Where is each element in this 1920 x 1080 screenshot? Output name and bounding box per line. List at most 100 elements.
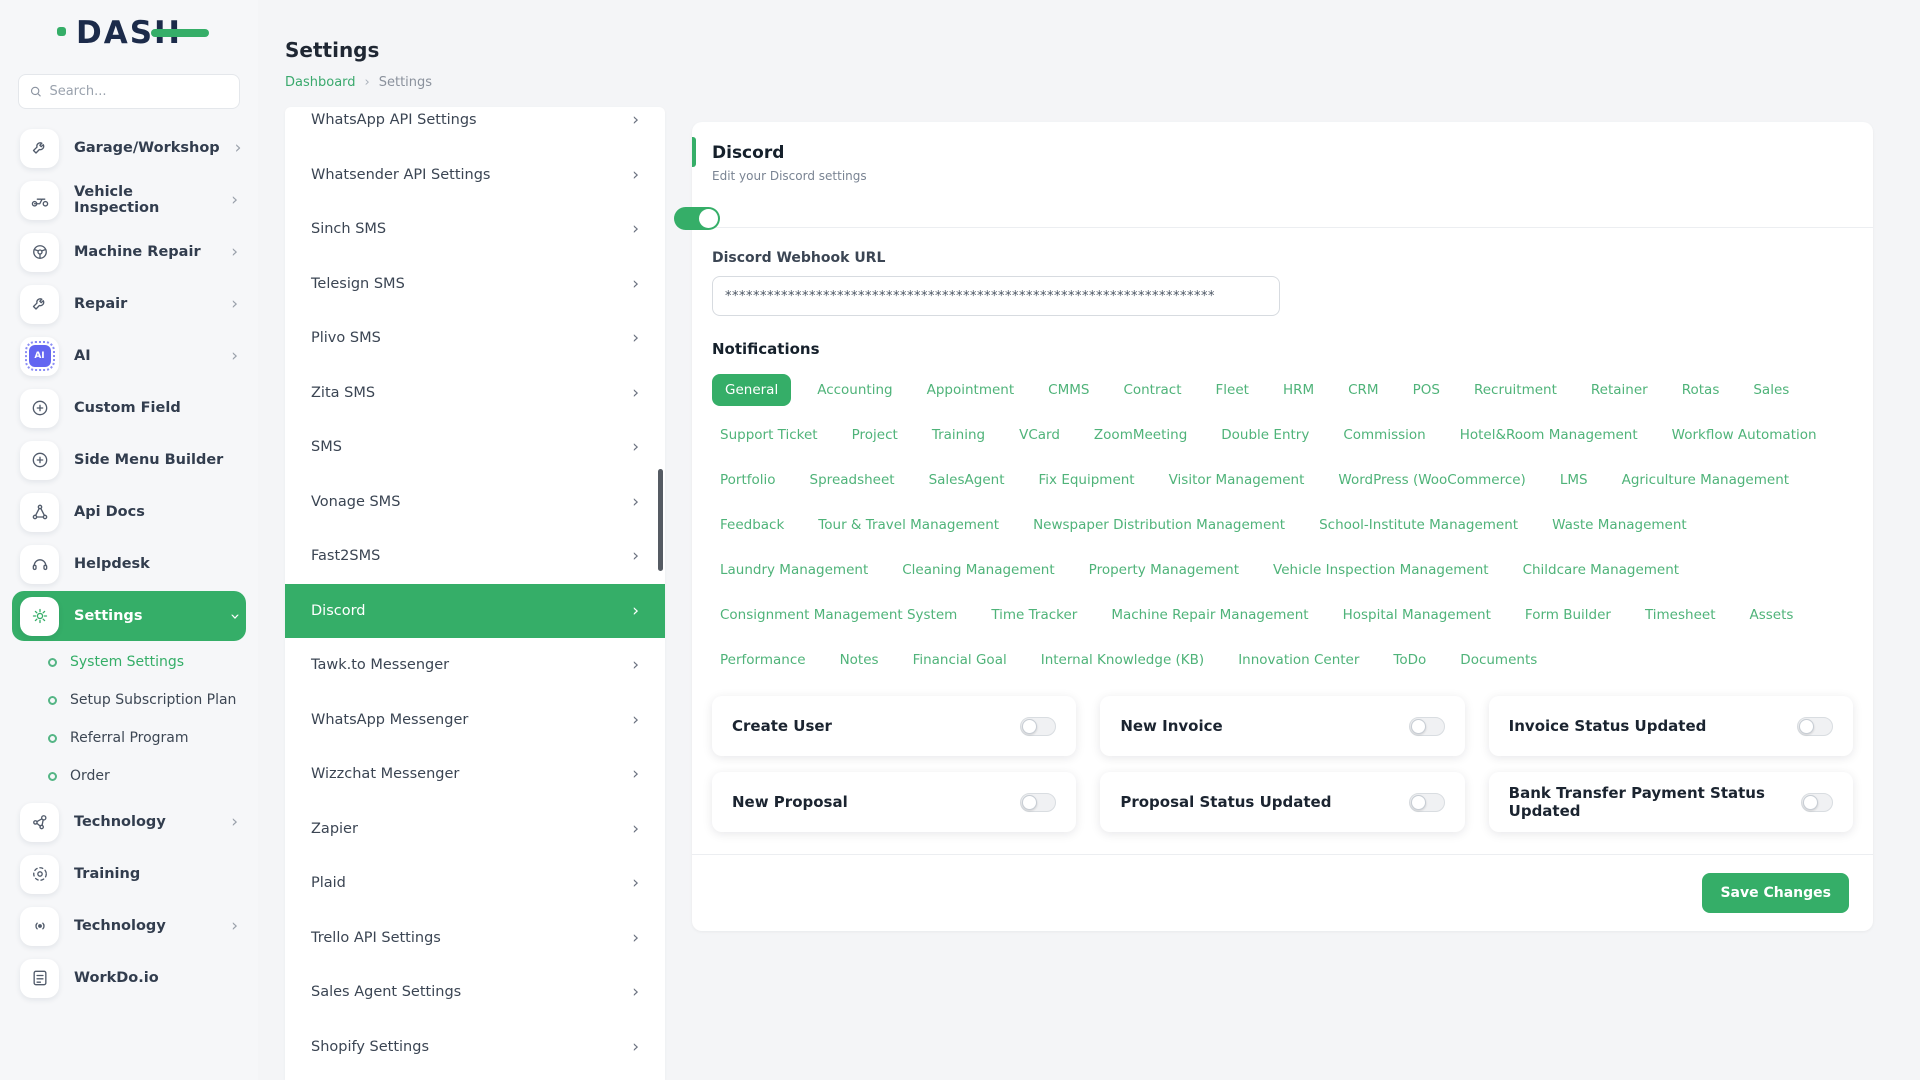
module-tab-internal-knowledge-kb-[interactable]: Internal Knowledge (KB) <box>1040 652 1205 668</box>
module-tab-consignment-management-system[interactable]: Consignment Management System <box>720 607 958 623</box>
notification-toggle[interactable] <box>1020 792 1057 812</box>
module-tab-vcard[interactable]: VCard <box>1019 427 1060 443</box>
notification-toggle[interactable] <box>1797 716 1833 736</box>
module-tab-fleet[interactable]: Fleet <box>1215 382 1249 398</box>
module-tab-salesagent[interactable]: SalesAgent <box>928 472 1005 488</box>
module-tab-appointment[interactable]: Appointment <box>926 382 1015 398</box>
sidebar-item-technology[interactable]: Technology › <box>12 901 246 951</box>
settings-nav-item-shopify-settings[interactable]: Shopify Settings › <box>285 1020 665 1075</box>
module-tab-notes[interactable]: Notes <box>839 652 879 668</box>
module-tab-visitor-management[interactable]: Visitor Management <box>1168 472 1305 488</box>
sidebar-item-repair[interactable]: Repair › <box>12 279 246 329</box>
module-tab-tour-travel-management[interactable]: Tour & Travel Management <box>818 517 1000 533</box>
settings-nav-item-whatsapp-api-settings[interactable]: WhatsApp API Settings › <box>285 107 665 148</box>
module-tab-laundry-management[interactable]: Laundry Management <box>720 562 869 578</box>
notification-toggle[interactable] <box>1020 716 1057 736</box>
module-tab-todo[interactable]: ToDo <box>1393 652 1427 668</box>
notification-toggle[interactable] <box>1801 792 1833 812</box>
settings-nav-item-plaid[interactable]: Plaid › <box>285 856 665 911</box>
module-tab-childcare-management[interactable]: Childcare Management <box>1522 562 1680 578</box>
module-tab-cmms[interactable]: CMMS <box>1048 382 1090 398</box>
settings-nav-item-sms[interactable]: SMS › <box>285 420 665 475</box>
sidebar-item-settings[interactable]: Settings › <box>12 591 246 641</box>
module-tab-hrm[interactable]: HRM <box>1282 382 1315 398</box>
module-tab-project[interactable]: Project <box>851 427 898 443</box>
module-tab-newspaper-distribution-management[interactable]: Newspaper Distribution Management <box>1033 517 1286 533</box>
module-tab-accounting[interactable]: Accounting <box>817 382 893 398</box>
settings-nav-item-wizzchat-messenger[interactable]: Wizzchat Messenger › <box>285 747 665 802</box>
notification-toggle[interactable] <box>1408 792 1445 812</box>
settings-nav-item-whatsender-api-settings[interactable]: Whatsender API Settings › <box>285 148 665 203</box>
sidebar-subitem-system-settings[interactable]: System Settings <box>40 643 248 681</box>
notification-toggle[interactable] <box>1408 716 1445 736</box>
module-tab-general[interactable]: General <box>712 374 792 406</box>
settings-nav-item-whatsapp-messenger[interactable]: WhatsApp Messenger › <box>285 693 665 748</box>
discord-enabled-toggle[interactable] <box>674 207 720 230</box>
module-tab-fix-equipment[interactable]: Fix Equipment <box>1038 472 1135 488</box>
module-tab-wordpress-woocommerce-[interactable]: WordPress (WooCommerce) <box>1338 472 1526 488</box>
sidebar-item-garage-workshop[interactable]: Garage/Workshop › <box>12 123 246 173</box>
module-tab-spreadsheet[interactable]: Spreadsheet <box>809 472 895 488</box>
module-tab-agriculture-management[interactable]: Agriculture Management <box>1621 472 1790 488</box>
module-tab-hotel-room-management[interactable]: Hotel&Room Management <box>1459 427 1638 443</box>
module-tab-vehicle-inspection-management[interactable]: Vehicle Inspection Management <box>1273 562 1489 578</box>
module-tab-lms[interactable]: LMS <box>1559 472 1588 488</box>
module-tab-timesheet[interactable]: Timesheet <box>1644 607 1716 623</box>
settings-nav-item-telesign-sms[interactable]: Telesign SMS › <box>285 257 665 312</box>
module-tab-performance[interactable]: Performance <box>720 652 806 668</box>
settings-nav-scrollbar-thumb[interactable] <box>658 469 663 571</box>
module-tab-sales[interactable]: Sales <box>1753 382 1790 398</box>
module-tab-documents[interactable]: Documents <box>1460 652 1538 668</box>
module-tab-support-ticket[interactable]: Support Ticket <box>720 427 818 443</box>
module-tab-training[interactable]: Training <box>931 427 986 443</box>
module-tab-commission[interactable]: Commission <box>1343 427 1426 443</box>
sidebar-item-technology[interactable]: Technology › <box>12 797 246 847</box>
module-tab-hospital-management[interactable]: Hospital Management <box>1342 607 1491 623</box>
module-tab-assets[interactable]: Assets <box>1749 607 1794 623</box>
module-tab-crm[interactable]: CRM <box>1348 382 1379 398</box>
module-tab-time-tracker[interactable]: Time Tracker <box>991 607 1078 623</box>
module-tab-pos[interactable]: POS <box>1412 382 1440 398</box>
module-tab-cleaning-management[interactable]: Cleaning Management <box>902 562 1055 578</box>
sidebar-item-machine-repair[interactable]: Machine Repair › <box>12 227 246 277</box>
module-tab-workflow-automation[interactable]: Workflow Automation <box>1671 427 1817 443</box>
save-changes-button[interactable]: Save Changes <box>1702 873 1849 913</box>
settings-nav-item-trello-api-settings[interactable]: Trello API Settings › <box>285 911 665 966</box>
sidebar-item-training[interactable]: Training <box>12 849 246 899</box>
module-tab-school-institute-management[interactable]: School-Institute Management <box>1319 517 1519 533</box>
sidebar-item-api-docs[interactable]: Api Docs <box>12 487 246 537</box>
sidebar-item-side-menu-builder[interactable]: Side Menu Builder <box>12 435 246 485</box>
module-tab-innovation-center[interactable]: Innovation Center <box>1238 652 1360 668</box>
module-tab-form-builder[interactable]: Form Builder <box>1524 607 1611 623</box>
module-tab-recruitment[interactable]: Recruitment <box>1473 382 1557 398</box>
module-tab-contract[interactable]: Contract <box>1123 382 1182 398</box>
settings-nav-item-sales-agent-settings[interactable]: Sales Agent Settings › <box>285 965 665 1020</box>
module-tab-waste-management[interactable]: Waste Management <box>1552 517 1687 533</box>
module-tab-machine-repair-management[interactable]: Machine Repair Management <box>1111 607 1309 623</box>
settings-nav-item-zita-sms[interactable]: Zita SMS › <box>285 366 665 421</box>
app-logo[interactable]: DASH <box>0 0 258 66</box>
settings-nav-item-zapier[interactable]: Zapier › <box>285 802 665 857</box>
sidebar-item-custom-field[interactable]: Custom Field <box>12 383 246 433</box>
settings-nav-item-plivo-sms[interactable]: Plivo SMS › <box>285 311 665 366</box>
module-tab-portfolio[interactable]: Portfolio <box>720 472 776 488</box>
breadcrumb-dashboard-link[interactable]: Dashboard <box>285 75 356 90</box>
settings-nav-item-discord[interactable]: Discord › <box>285 583 665 638</box>
module-tab-financial-goal[interactable]: Financial Goal <box>912 652 1007 668</box>
sidebar-item-workdo-io[interactable]: WorkDo.io <box>12 953 246 1003</box>
module-tab-feedback[interactable]: Feedback <box>720 517 785 533</box>
module-tab-property-management[interactable]: Property Management <box>1088 562 1240 578</box>
sidebar-subitem-setup-subscription-plan[interactable]: Setup Subscription Plan <box>40 681 248 719</box>
settings-nav-item-sinch-sms[interactable]: Sinch SMS › <box>285 202 665 257</box>
sidebar-item-ai[interactable]: AI AI › <box>12 331 246 381</box>
module-tab-retainer[interactable]: Retainer <box>1590 382 1648 398</box>
sidebar-item-helpdesk[interactable]: Helpdesk <box>12 539 246 589</box>
settings-nav-item-fast2sms[interactable]: Fast2SMS › <box>285 529 665 584</box>
sidebar-subitem-order[interactable]: Order <box>40 757 248 795</box>
sidebar-subitem-referral-program[interactable]: Referral Program <box>40 719 248 757</box>
module-tab-zoommeeting[interactable]: ZoomMeeting <box>1093 427 1188 443</box>
webhook-url-input[interactable] <box>712 276 1280 316</box>
module-tab-rotas[interactable]: Rotas <box>1681 382 1720 398</box>
module-tab-double-entry[interactable]: Double Entry <box>1221 427 1310 443</box>
settings-nav-item-tawk-to-messenger[interactable]: Tawk.to Messenger › <box>285 638 665 693</box>
